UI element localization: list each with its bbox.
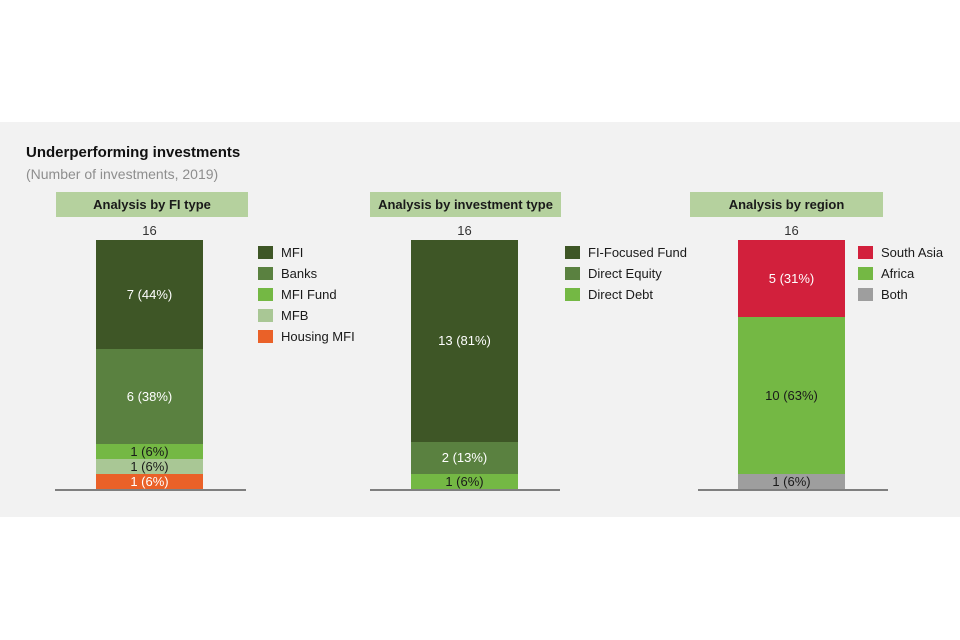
stacked-bar-region: 5 (31%) 10 (63%) 1 (6%)	[738, 240, 845, 489]
axis-baseline	[698, 489, 888, 491]
legend-label: MFB	[281, 308, 309, 323]
legend-item: Direct Equity	[565, 266, 687, 281]
bar-segment-south-asia: 5 (31%)	[738, 240, 845, 318]
legend-item: Africa	[858, 266, 943, 281]
legend-label: Banks	[281, 266, 318, 281]
legend-item: South Asia	[858, 245, 944, 260]
legend-investment-type: FI-Focused Fund Direct Equity Direct Deb…	[565, 245, 687, 302]
stacked-bar-investment-type: 13 (81%) 2 (13%) 1 (6%)	[411, 240, 518, 489]
legend-fi-type: MFI Banks MFI Fund MFB Housing MFI	[258, 245, 355, 344]
legend-swatch	[858, 288, 873, 301]
bar-total-label: 16	[784, 223, 799, 238]
legend-swatch	[858, 246, 873, 259]
bar-segment-both: 1 (6%)	[738, 474, 845, 489]
legend-label: MFI Fund	[281, 287, 337, 302]
bar-segment-housing-mfi: 1 (6%)	[96, 474, 203, 489]
chart-header-investment-type: Analysis by investment type	[370, 192, 561, 217]
bar-segment-africa: 10 (63%)	[738, 317, 845, 474]
legend-item: Banks	[258, 266, 355, 281]
legend-swatch	[258, 267, 273, 280]
legend-label: FI-Focused Fund	[588, 245, 687, 260]
legend-swatch	[258, 309, 273, 322]
bar-segment-banks: 6 (38%)	[96, 349, 203, 444]
legend-swatch	[258, 246, 273, 259]
legend-item: Direct Debt	[565, 287, 687, 302]
legend-label: Both	[881, 287, 908, 302]
legend-item: MFI Fund	[258, 287, 355, 302]
chart-header-fi-type: Analysis by FI type	[56, 192, 248, 217]
page-title: Underperforming investments	[26, 144, 241, 161]
legend-label: South Asia	[881, 245, 944, 260]
legend-label: Africa	[881, 266, 915, 281]
legend-swatch	[258, 330, 273, 343]
bar-total-label: 16	[457, 223, 472, 238]
bar-segment-direct-debt: 1 (6%)	[411, 474, 518, 489]
legend-swatch	[565, 288, 580, 301]
legend-item: FI-Focused Fund	[565, 245, 687, 260]
bar-segment-fi-focused-fund: 13 (81%)	[411, 240, 518, 442]
legend-item: MFB	[258, 308, 355, 323]
legend-swatch	[858, 267, 873, 280]
axis-baseline	[55, 489, 246, 491]
legend-label: Direct Equity	[588, 266, 662, 281]
page-subtitle: (Number of investments, 2019)	[26, 166, 219, 182]
legend-label: MFI	[281, 245, 304, 260]
legend-swatch	[565, 246, 580, 259]
legend-swatch	[258, 288, 273, 301]
bar-segment-mfi: 7 (44%)	[96, 240, 203, 350]
chart-header-region: Analysis by region	[690, 192, 883, 217]
legend-item: Housing MFI	[258, 329, 355, 344]
bar-segment-direct-equity: 2 (13%)	[411, 441, 518, 474]
legend-item: MFI	[258, 245, 355, 260]
bar-total-label: 16	[142, 223, 157, 238]
stacked-bar-fi-type: 7 (44%) 6 (38%) 1 (6%) 1 (6%) 1 (6%)	[96, 240, 203, 489]
legend-label: Housing MFI	[281, 329, 355, 344]
legend-region: South Asia Africa Both	[858, 245, 944, 302]
bar-segment-mfb: 1 (6%)	[96, 459, 203, 474]
legend-swatch	[565, 267, 580, 280]
axis-baseline	[370, 489, 560, 491]
legend-item: Both	[858, 287, 943, 302]
bar-segment-mfi-fund: 1 (6%)	[96, 444, 203, 459]
legend-label: Direct Debt	[588, 287, 654, 302]
